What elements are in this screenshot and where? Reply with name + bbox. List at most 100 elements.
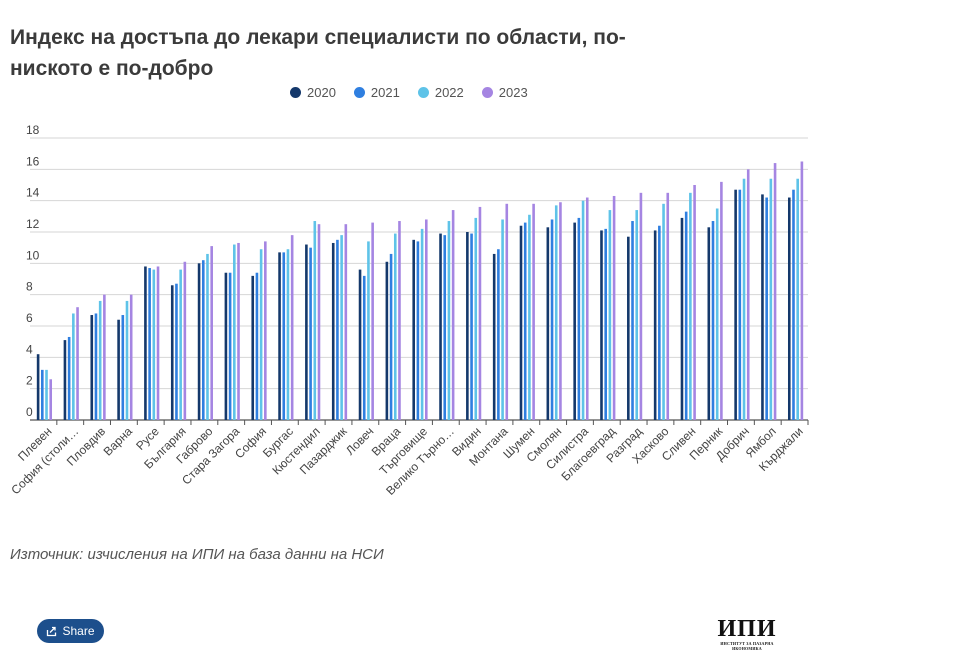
bar-2021[interactable] bbox=[309, 247, 312, 420]
bar-2022[interactable] bbox=[635, 210, 639, 420]
bar-2020[interactable] bbox=[573, 222, 576, 420]
bar-2023[interactable] bbox=[103, 294, 106, 420]
bar-2021[interactable] bbox=[362, 275, 366, 420]
bar-2022[interactable] bbox=[501, 219, 504, 420]
bar-2021[interactable] bbox=[577, 217, 581, 420]
bar-2021[interactable] bbox=[41, 369, 44, 420]
bar-2023[interactable] bbox=[76, 307, 79, 420]
bar-2021[interactable] bbox=[255, 272, 259, 420]
legend-item-2023[interactable]: 2023 bbox=[481, 85, 528, 100]
bar-2023[interactable] bbox=[746, 169, 750, 420]
bar-2022[interactable] bbox=[152, 269, 156, 420]
bar-2022[interactable] bbox=[125, 300, 129, 420]
bar-2022[interactable] bbox=[98, 300, 102, 420]
bar-2023[interactable] bbox=[371, 222, 374, 420]
bar-2020[interactable] bbox=[36, 354, 40, 420]
bar-2021[interactable] bbox=[470, 233, 473, 420]
bar-2023[interactable] bbox=[49, 379, 53, 420]
bar-2021[interactable] bbox=[604, 228, 607, 420]
bar-2020[interactable] bbox=[90, 315, 94, 420]
bar-2020[interactable] bbox=[170, 285, 174, 420]
bar-2023[interactable] bbox=[478, 206, 482, 420]
bar-2023[interactable] bbox=[720, 181, 723, 420]
bar-2020[interactable] bbox=[787, 197, 791, 420]
bar-2022[interactable] bbox=[367, 241, 370, 420]
bar-2020[interactable] bbox=[117, 319, 120, 420]
bar-2020[interactable] bbox=[492, 253, 496, 420]
bar-2022[interactable] bbox=[45, 369, 48, 420]
bar-2020[interactable] bbox=[278, 252, 281, 420]
bar-2023[interactable] bbox=[559, 202, 562, 420]
bar-2023[interactable] bbox=[156, 266, 160, 420]
bar-2020[interactable] bbox=[519, 225, 523, 420]
bar-2020[interactable] bbox=[412, 239, 415, 420]
bar-2022[interactable] bbox=[528, 214, 531, 420]
bar-2022[interactable] bbox=[769, 178, 773, 420]
bar-2022[interactable] bbox=[72, 313, 75, 420]
bar-2023[interactable] bbox=[129, 294, 133, 420]
bar-2023[interactable] bbox=[639, 192, 643, 420]
bar-2021[interactable] bbox=[497, 249, 500, 420]
bar-2021[interactable] bbox=[67, 336, 71, 420]
bar-2021[interactable] bbox=[201, 260, 205, 420]
bar-2020[interactable] bbox=[331, 242, 335, 420]
bar-2020[interactable] bbox=[761, 194, 764, 420]
bar-2022[interactable] bbox=[286, 249, 290, 420]
bar-2020[interactable] bbox=[385, 261, 389, 420]
bar-2023[interactable] bbox=[237, 242, 240, 420]
bar-2020[interactable] bbox=[224, 272, 228, 420]
bar-2023[interactable] bbox=[451, 210, 455, 420]
bar-2022[interactable] bbox=[662, 203, 665, 420]
bar-2023[interactable] bbox=[398, 221, 401, 420]
bar-2023[interactable] bbox=[612, 195, 616, 420]
bar-2023[interactable] bbox=[532, 203, 535, 420]
bar-2020[interactable] bbox=[600, 230, 603, 420]
bar-2021[interactable] bbox=[175, 283, 178, 420]
bar-2023[interactable] bbox=[425, 219, 428, 420]
bar-2022[interactable] bbox=[233, 244, 236, 420]
bar-2023[interactable] bbox=[264, 241, 267, 420]
bar-2020[interactable] bbox=[358, 269, 362, 420]
bar-2022[interactable] bbox=[206, 253, 209, 420]
bar-2020[interactable] bbox=[439, 233, 442, 420]
bar-2021[interactable] bbox=[550, 219, 554, 420]
share-button[interactable]: Share bbox=[37, 619, 104, 643]
bar-2022[interactable] bbox=[715, 208, 719, 421]
bar-2022[interactable] bbox=[259, 249, 263, 420]
bar-2021[interactable] bbox=[389, 253, 393, 420]
bar-2020[interactable] bbox=[734, 189, 737, 420]
bar-2022[interactable] bbox=[313, 221, 317, 420]
bar-2021[interactable] bbox=[523, 222, 527, 420]
bar-2021[interactable] bbox=[631, 221, 634, 420]
bar-2021[interactable] bbox=[443, 235, 447, 420]
bar-2021[interactable] bbox=[738, 189, 742, 420]
bar-2021[interactable] bbox=[765, 197, 768, 420]
bar-2022[interactable] bbox=[474, 217, 478, 420]
bar-2023[interactable] bbox=[693, 185, 696, 420]
bar-2023[interactable] bbox=[317, 224, 321, 420]
bar-2022[interactable] bbox=[796, 178, 799, 420]
bar-2021[interactable] bbox=[711, 221, 715, 420]
bar-2021[interactable] bbox=[228, 272, 232, 420]
bar-2021[interactable] bbox=[336, 239, 339, 420]
legend-item-2020[interactable]: 2020 bbox=[290, 85, 336, 100]
bar-2023[interactable] bbox=[666, 192, 670, 420]
legend-item-2021[interactable]: 2021 bbox=[353, 85, 400, 100]
bar-2021[interactable] bbox=[416, 241, 420, 420]
bar-2022[interactable] bbox=[554, 205, 558, 420]
bar-2022[interactable] bbox=[393, 233, 397, 420]
bar-2022[interactable] bbox=[581, 200, 585, 420]
bar-2021[interactable] bbox=[121, 315, 125, 420]
bar-2021[interactable] bbox=[282, 252, 286, 420]
bar-2022[interactable] bbox=[179, 269, 182, 420]
bar-2023[interactable] bbox=[505, 203, 509, 420]
legend-item-2022[interactable]: 2022 bbox=[417, 85, 464, 100]
bar-2020[interactable] bbox=[144, 266, 147, 420]
bar-2020[interactable] bbox=[627, 236, 630, 420]
bar-2020[interactable] bbox=[63, 340, 67, 420]
bar-2021[interactable] bbox=[94, 313, 98, 420]
bar-2022[interactable] bbox=[689, 192, 692, 420]
bar-2021[interactable] bbox=[792, 189, 795, 420]
bar-2022[interactable] bbox=[608, 210, 612, 420]
bar-2021[interactable] bbox=[148, 268, 151, 420]
